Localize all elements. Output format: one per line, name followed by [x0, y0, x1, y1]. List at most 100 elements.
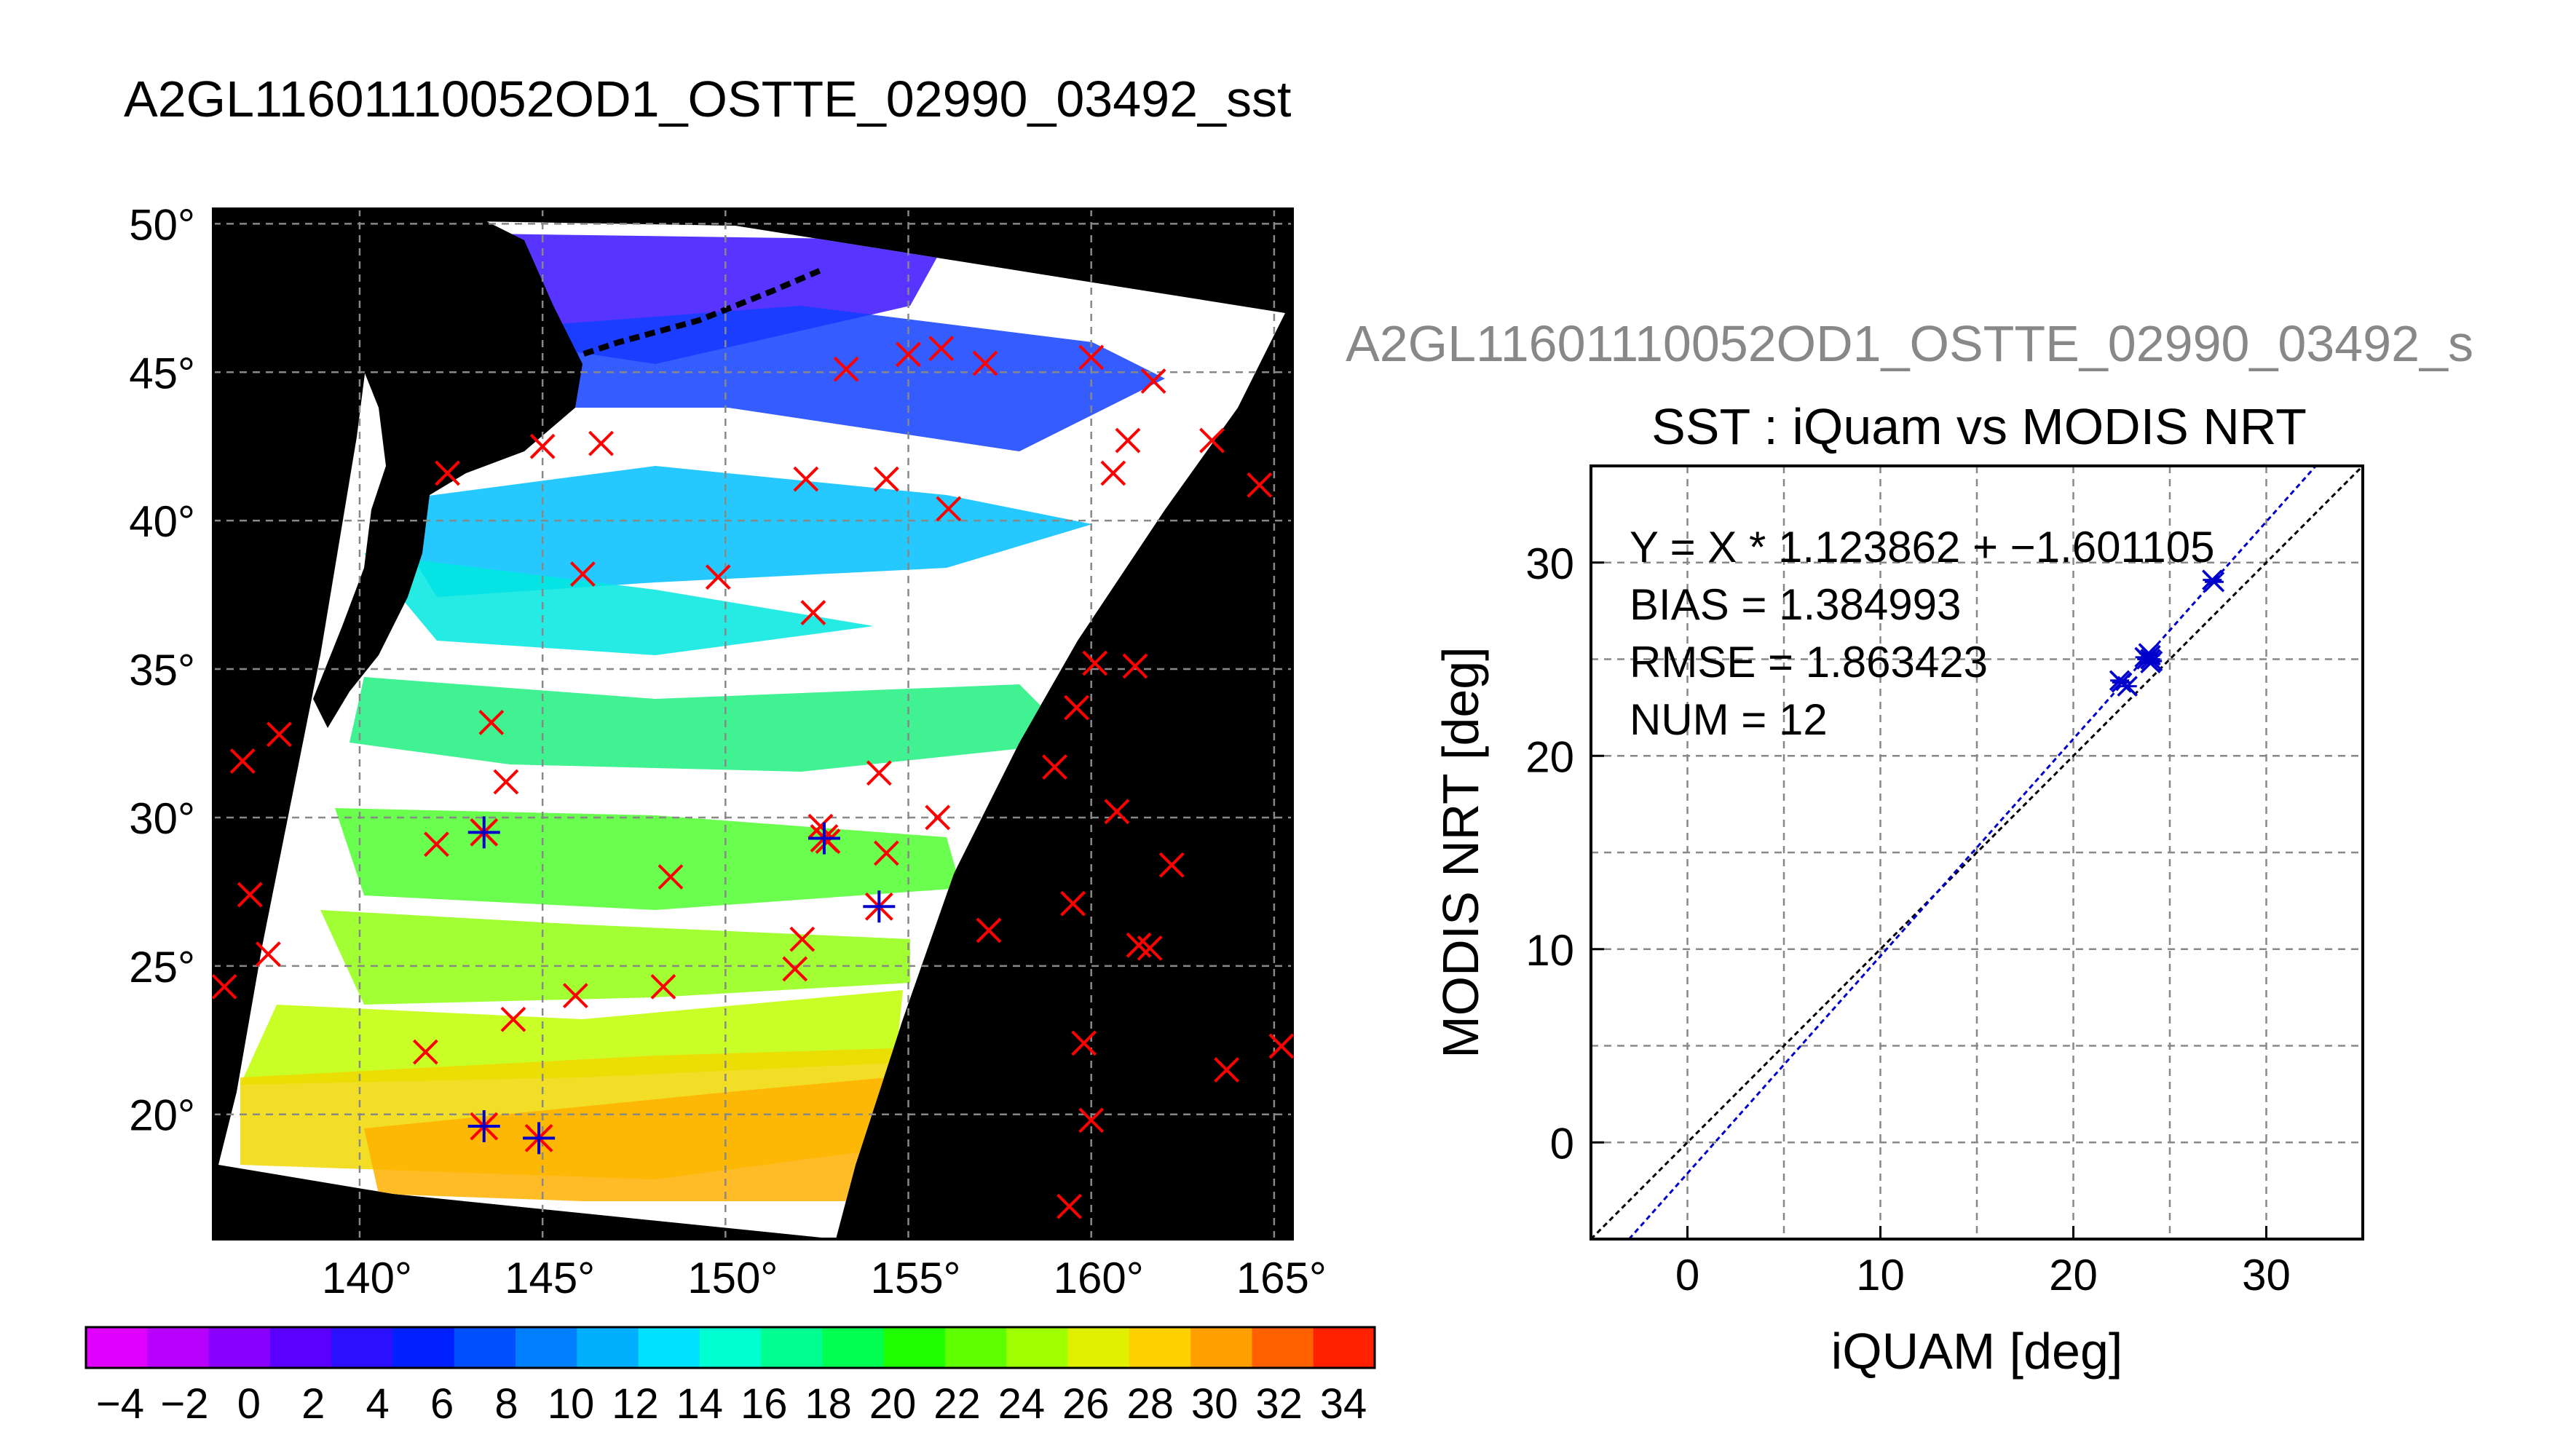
map-match-marker [928, 336, 955, 362]
map-match-marker [650, 973, 676, 1000]
map-match-marker [936, 496, 962, 522]
colorbar-tick-label: 26 [1062, 1380, 1110, 1428]
map-match-marker [1268, 1033, 1295, 1059]
map-match-marker [793, 466, 819, 492]
map-match-marker [866, 760, 892, 786]
map-lon-tick-label: 160° [1054, 1254, 1144, 1302]
colorbar-tick-label: 14 [676, 1380, 724, 1428]
map-grid [213, 209, 1292, 1239]
map-match-marker [255, 941, 281, 967]
scatter-identity-line [1590, 464, 2364, 1241]
main-title: A2GL11601110052OD1_OSTTE_02990_03492_sst [124, 71, 1291, 127]
map-match-marker [1137, 935, 1163, 961]
scatter-point [2140, 649, 2161, 670]
colorbar-block [516, 1327, 577, 1368]
colorbar-block [761, 1327, 823, 1368]
colorbar-block [1190, 1327, 1252, 1368]
map-match-marker [211, 973, 237, 1000]
scatter-annotation: RMSE = 1.863423 [1630, 638, 1988, 687]
scatter-panel: SST : iQuam vs MODIS NRT 0 10 20 300102030 … [1432, 398, 2364, 1380]
map-lat-labels: 50° 45° 40° 35° 30° 25° 20° [129, 200, 195, 1139]
map-panel: 50° 45° 40° 35° 30° 25° 20° 140° 145° 150° 155° 16… [129, 200, 1327, 1302]
colorbar-block [1313, 1327, 1375, 1368]
map-match-marker [1078, 1107, 1105, 1133]
colorbar-tick-label: 20 [869, 1380, 917, 1428]
map-frame [212, 207, 1294, 1241]
scatter-x-tick-label: 10 [1856, 1251, 1905, 1299]
map-match-marker [972, 350, 998, 376]
map-match-marker [1042, 754, 1067, 780]
map-match-marker [705, 564, 731, 590]
map-match-marker [435, 460, 460, 486]
scatter-annotations: Y = X * 1.123862 + −1.601105 BIAS = 1.384… [1630, 523, 2215, 744]
map-match-marker [1158, 852, 1185, 878]
scatter-y-tick-label: 10 [1525, 926, 1574, 975]
scatter-frame [1590, 464, 2364, 1241]
colorbar-tick-label: 10 [548, 1380, 595, 1428]
map-match-marker [266, 721, 292, 748]
colorbar-tick-label: 12 [612, 1380, 659, 1428]
map-match-marker [1104, 799, 1130, 825]
colorbar-block [1129, 1327, 1191, 1368]
colorbar-block [1252, 1327, 1314, 1368]
map-match-marker [1082, 650, 1108, 676]
map-lon-tick-label: 145° [505, 1254, 595, 1302]
map-used-marker [467, 816, 500, 849]
map-match-marker [1140, 368, 1166, 394]
colorbar-block [392, 1327, 455, 1368]
map-match-marker [896, 341, 921, 368]
map-used-marker [467, 1110, 500, 1143]
map-match-marker [588, 430, 614, 456]
map-swath [218, 220, 1285, 1239]
scatter-lines [1590, 464, 2364, 1241]
map-lon-tick-label: 155° [870, 1254, 960, 1302]
map-lon-labels: 140° 145° 150° 155° 160° 165° [322, 1254, 1327, 1302]
scatter-ticks: 0 10 20 30 0 10 20 30 [1525, 539, 2291, 1299]
map-coastline [313, 211, 824, 728]
map-match-marker [237, 882, 263, 908]
japan-north-land [437, 320, 524, 408]
scatter-x-tick-label: 20 [2049, 1251, 2098, 1299]
scatter-point [2203, 571, 2225, 593]
scatter-annotation: NUM = 12 [1630, 695, 1828, 744]
map-match-marker [1100, 460, 1126, 486]
map-match-marker [500, 1006, 526, 1032]
colorbar-tick-label: 8 [494, 1380, 518, 1428]
map-match-marker [1078, 344, 1105, 371]
map-match-marker [1247, 472, 1273, 498]
colorbar-tick-label: 16 [741, 1380, 788, 1428]
colorbar-tick-label: 28 [1126, 1380, 1174, 1428]
map-match-marker [478, 710, 505, 735]
colorbar-tick-label: −4 [96, 1380, 144, 1428]
colorbar-block [331, 1327, 393, 1368]
colorbar-tick-label: 4 [366, 1380, 390, 1428]
map-lat-tick-label: 20° [129, 1091, 195, 1140]
map-lon-tick-label: 165° [1236, 1254, 1327, 1302]
colorbar-tick-label: 32 [1255, 1380, 1303, 1428]
colorbar-block [883, 1327, 946, 1368]
colorbar-block [147, 1327, 210, 1368]
map-match-marker [529, 433, 556, 459]
colorbar-labels: −4 −2 0 2 4 6 8 10 12 14 16 18 20 22 24 26 28 30 32 34 [96, 1380, 1367, 1428]
map-lat-tick-label: 50° [129, 200, 195, 249]
map-match-marker [1060, 890, 1086, 917]
colorbar-block [699, 1327, 762, 1368]
map-match-marker [1122, 653, 1148, 679]
map-match-marker [976, 917, 1002, 943]
scatter-point [2117, 676, 2138, 697]
map-match-marker [1071, 1030, 1097, 1056]
map-match-marker [229, 748, 256, 774]
scatter-x-tick-label: 30 [2242, 1251, 2291, 1299]
scatter-header: A2GL11601110052OD1_OSTTE_02990_03492_s [1346, 315, 2473, 372]
colorbar-block [945, 1327, 1007, 1368]
colorbar-block [638, 1327, 700, 1368]
scatter-ylabel: MODIS NRT [deg] [1432, 646, 1489, 1058]
map-lat-tick-label: 45° [129, 349, 195, 397]
colorbar-block [1067, 1327, 1130, 1368]
colorbar-block [208, 1327, 271, 1368]
map-match-marker [1064, 695, 1090, 721]
colorbar-frame [84, 1326, 1376, 1369]
colorbar-block [454, 1327, 516, 1368]
scatter-y-tick-label: 0 [1550, 1119, 1574, 1168]
